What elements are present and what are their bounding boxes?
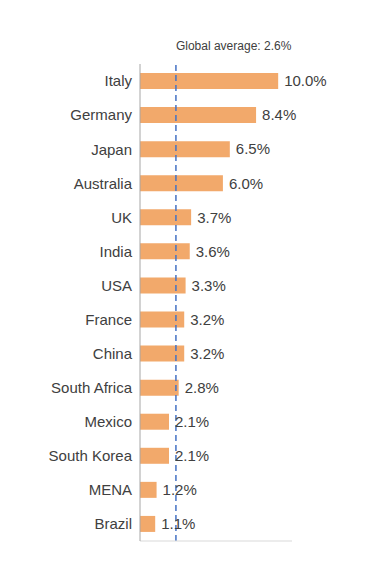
svg-text:3.2%: 3.2% [190, 345, 224, 362]
svg-text:8.4%: 8.4% [262, 106, 296, 123]
svg-text:10.0%: 10.0% [284, 72, 327, 89]
svg-text:MENA: MENA [89, 481, 132, 498]
svg-text:3.7%: 3.7% [197, 209, 231, 226]
svg-text:1.1%: 1.1% [161, 515, 195, 532]
svg-text:1.2%: 1.2% [163, 481, 197, 498]
svg-text:Mexico: Mexico [84, 413, 132, 430]
svg-text:South Korea: South Korea [49, 447, 133, 464]
svg-text:USA: USA [101, 277, 132, 294]
svg-text:Brazil: Brazil [94, 515, 132, 532]
svg-text:China: China [93, 345, 133, 362]
svg-text:South Africa: South Africa [51, 379, 133, 396]
svg-text:Global average: 2.6%: Global average: 2.6% [176, 39, 292, 53]
svg-text:India: India [99, 243, 132, 260]
svg-text:2.1%: 2.1% [175, 447, 209, 464]
svg-text:3.6%: 3.6% [196, 243, 230, 260]
svg-text:Italy: Italy [104, 72, 132, 89]
svg-text:Australia: Australia [74, 175, 133, 192]
svg-text:UK: UK [111, 209, 132, 226]
svg-text:6.5%: 6.5% [236, 140, 270, 157]
svg-text:2.8%: 2.8% [185, 379, 219, 396]
svg-text:3.2%: 3.2% [190, 311, 224, 328]
svg-text:6.0%: 6.0% [229, 175, 263, 192]
svg-text:Germany: Germany [70, 106, 132, 123]
svg-text:France: France [85, 311, 132, 328]
svg-text:3.3%: 3.3% [192, 277, 226, 294]
svg-text:Japan: Japan [91, 141, 132, 158]
svg-text:2.1%: 2.1% [175, 413, 209, 430]
